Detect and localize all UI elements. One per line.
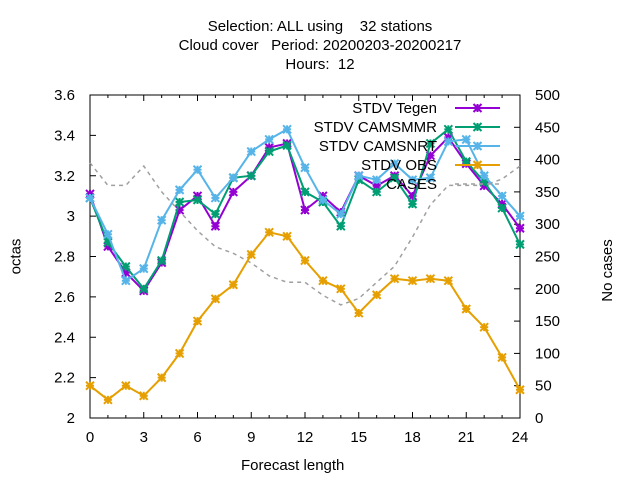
y2-tick-label: 0 <box>535 410 543 427</box>
y-tick-label: 2.2 <box>54 370 75 387</box>
x-tick-label: 18 <box>404 429 421 446</box>
x-tick-label: 6 <box>193 429 201 446</box>
y-tick-label: 2 <box>67 410 75 427</box>
y-tick-label: 3.2 <box>54 168 75 185</box>
x-axis-label: Forecast length <box>241 457 345 474</box>
y-tick-label: 2.4 <box>54 329 75 346</box>
y2-tick-label: 500 <box>535 87 560 104</box>
y2-tick-label: 400 <box>535 152 560 169</box>
legend-label: STDV CAMSNRT <box>319 138 437 155</box>
x-tick-label: 9 <box>247 429 255 446</box>
x-tick-label: 24 <box>512 429 529 446</box>
x-tick-label: 15 <box>350 429 367 446</box>
y2-tick-label: 50 <box>535 378 552 395</box>
x-tick-label: 0 <box>86 429 94 446</box>
y-axis-label: octas <box>7 238 25 275</box>
y2-tick-label: 300 <box>535 216 560 233</box>
y2-axis-label: No cases <box>598 239 616 302</box>
y2-tick-label: 200 <box>535 281 560 298</box>
legend-entry: CASES <box>386 176 500 193</box>
y2-tick-label: 250 <box>535 249 560 266</box>
chart-title-line-3: Hours: 12 <box>285 56 355 73</box>
y-tick-label: 3.6 <box>54 87 75 104</box>
y-tick-label: 2.6 <box>54 289 75 306</box>
legend-label: STDV OBS <box>361 157 437 174</box>
legend-entry: STDV Tegen <box>352 100 500 117</box>
series-stdv-camsnrt <box>85 124 525 286</box>
x-tick-label: 21 <box>458 429 475 446</box>
series-line <box>89 135 521 293</box>
series-cases <box>89 162 521 306</box>
x-tick-label: 3 <box>140 429 148 446</box>
legend-entry: STDV OBS <box>361 157 500 174</box>
series-stdv-obs <box>85 227 525 405</box>
legend-label: CASES <box>386 176 437 193</box>
chart-title-line-1: Selection: ALL using 32 stations <box>207 18 433 35</box>
y2-tick-label: 450 <box>535 119 560 136</box>
y-tick-label: 2.8 <box>54 249 75 266</box>
y2-tick-label: 350 <box>535 184 560 201</box>
series-line <box>89 162 521 306</box>
legend-label: STDV CAMSMMR <box>314 119 438 136</box>
x-tick-label: 12 <box>297 429 314 446</box>
legend-entry: STDV CAMSNRT <box>319 138 500 155</box>
y-tick-label: 3.4 <box>54 127 75 144</box>
chart-title-line-2: Cloud cover Period: 20200203-20200217 <box>178 37 462 54</box>
y-tick-label: 3 <box>67 208 75 225</box>
y2-tick-label: 150 <box>535 313 560 330</box>
legend-label: STDV Tegen <box>352 100 437 117</box>
legend-entry: STDV CAMSMMR <box>314 119 500 136</box>
y2-tick-label: 100 <box>535 345 560 362</box>
series-stdv-tegen <box>85 132 525 296</box>
